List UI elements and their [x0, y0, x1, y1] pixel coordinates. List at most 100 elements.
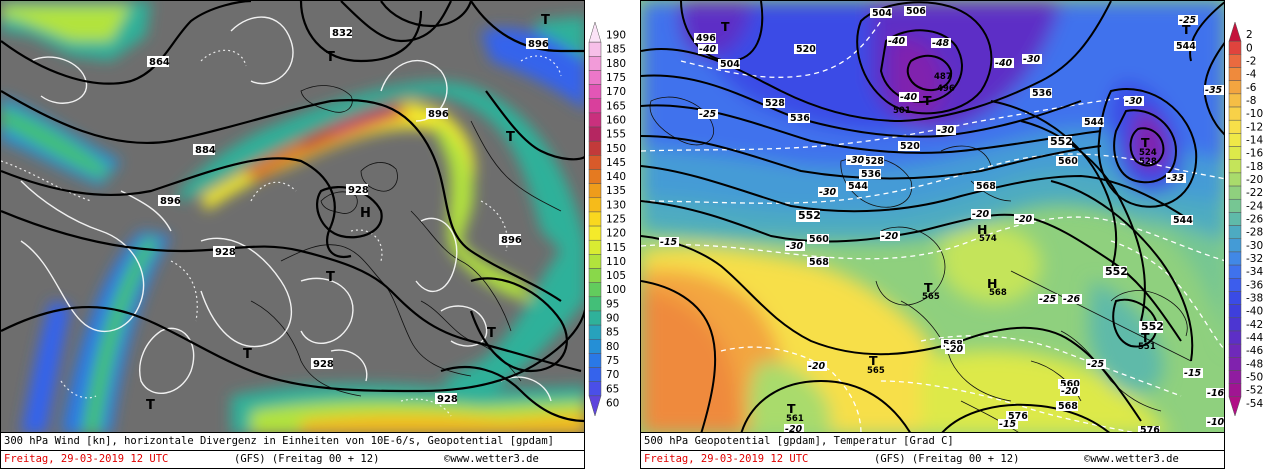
- temp-label: -20: [1015, 214, 1033, 225]
- temperature-labels: -48 -40 -40 -40 -40 -30 -30 -30 -30 -30 …: [659, 15, 1224, 432]
- wind-legend-tick-label: 150: [606, 143, 626, 155]
- label-896-d: 896: [501, 235, 522, 246]
- temp-legend-tick-label: -4: [1246, 69, 1257, 81]
- temp-label: -26: [1063, 294, 1081, 305]
- wind-legend-swatch: [588, 367, 602, 382]
- temp-label: -15: [999, 419, 1017, 430]
- temp-label: -33: [1167, 173, 1185, 184]
- label-552: 552: [1050, 135, 1073, 148]
- wind-legend-swatch: [588, 112, 602, 128]
- wind-legend-tick-label: 75: [606, 355, 619, 367]
- temp-label: -30: [1023, 54, 1041, 65]
- convergence-contours: [1, 49, 562, 417]
- geopotential-labels: 504 506 496 504 520 528 536 520 528 536 …: [694, 6, 1196, 432]
- trough-marker: T: [326, 50, 335, 65]
- label-896-c: 896: [160, 196, 181, 207]
- trough-marker: T: [1141, 135, 1150, 150]
- wind-legend-tick-label: 190: [606, 30, 626, 42]
- model-run: (GFS) (Freitag 00 + 12): [874, 453, 1020, 465]
- label-928-b: 928: [215, 247, 236, 258]
- wind-legend-swatch: [588, 225, 602, 241]
- temp-label: -15: [660, 237, 678, 248]
- temp-label: -30: [819, 187, 837, 198]
- wind-legend-tick-label: 135: [606, 185, 626, 197]
- trough-marker: T: [1141, 330, 1150, 345]
- wind-legend-tick-label: 60: [606, 397, 619, 409]
- temp-legend-tick-label: -46: [1246, 345, 1263, 357]
- temp-label: -35: [1205, 85, 1223, 96]
- temperature-legend: 2 0 -2 -4 -6 -8 -10 -12 -14 -16 -18 -20 -22 -24 -26 -28…: [1227, 18, 1280, 418]
- label-496: 496: [696, 33, 716, 44]
- center-value: 565: [922, 292, 940, 302]
- temp-legend-swatch: [1228, 278, 1242, 292]
- wind-legend-swatch: [588, 254, 602, 269]
- wind-legend-tick-label: 160: [606, 114, 626, 126]
- label-504: 504: [872, 8, 892, 19]
- center-values: 501 487 496 524 528 574 568 565 565 561 …: [786, 72, 1157, 424]
- wind-legend-tick-label: 105: [606, 270, 626, 282]
- wind-legend-tick-label: 165: [606, 100, 626, 112]
- wind-legend-tick-label: 125: [606, 214, 626, 226]
- label-928-d: 928: [437, 394, 458, 405]
- temp-label: -25: [1179, 15, 1197, 26]
- temp-label: -20: [946, 344, 964, 355]
- label-504: 504: [720, 59, 740, 70]
- trough-marker: T: [326, 270, 335, 285]
- label-928-c: 928: [313, 359, 334, 370]
- model-run: (GFS) (Freitag 00 + 12): [234, 453, 380, 465]
- trough-marker: T: [721, 19, 730, 34]
- temp-label: -20: [1061, 386, 1079, 397]
- geopotential-temperature-panel: 504 506 496 504 520 528 536 520 528 536 …: [640, 0, 1280, 469]
- temp-legend-swatch: [1228, 225, 1242, 240]
- center-value: 565: [867, 366, 885, 376]
- wind-legend-swatch: [588, 353, 602, 368]
- label-576: 576: [1008, 411, 1028, 422]
- temp-legend-swatch: [1228, 159, 1242, 174]
- label-544: 544: [1084, 117, 1104, 128]
- contour-labels: 832 864 896 896 896 896 884 928 928 928 …: [147, 27, 549, 405]
- valid-date: Freitag, 29-03-2019 12 UTC: [4, 453, 169, 465]
- temp-label: -40: [699, 44, 717, 55]
- temp-legend-swatch: [1228, 330, 1242, 345]
- wind-legend-tick-label: 130: [606, 199, 626, 211]
- wind-legend-tick-label: 120: [606, 228, 626, 240]
- pressure-centers: T T T T T T T H: [146, 13, 550, 413]
- wind-speed-legend: 190 185 180 175 170 165 160 155 150 145 140 135 130 1…: [587, 18, 640, 418]
- temp-legend-tick-label: -44: [1246, 332, 1263, 344]
- temp-legend-swatch: [1228, 21, 1242, 42]
- temp-legend-swatch: [1228, 67, 1242, 81]
- wind-legend-swatch: [588, 310, 602, 326]
- center-value: 487: [934, 72, 952, 82]
- temp-legend-swatch: [1228, 40, 1242, 55]
- wind-legend-swatch: [588, 324, 602, 340]
- label-884: 884: [195, 145, 216, 156]
- source-site: ©www.wetter3.de: [1084, 453, 1179, 465]
- high-marker: H: [987, 276, 997, 291]
- temp-legend-swatch: [1228, 198, 1242, 213]
- temp-legend-tick-label: -32: [1246, 253, 1263, 265]
- wind-legend-swatch: [588, 268, 602, 283]
- center-value: 568: [989, 288, 1007, 298]
- temp-legend-swatch: [1228, 291, 1242, 305]
- label-520: 520: [796, 44, 816, 55]
- label-544: 544: [848, 181, 868, 192]
- temp-label: -40: [900, 92, 918, 103]
- temp-label: -30: [937, 125, 955, 136]
- geopotential-contours: [1, 1, 584, 423]
- wind-legend-swatch: [588, 197, 602, 213]
- wind-legend-tick-label: 155: [606, 129, 626, 141]
- wind-legend-tick-label: 180: [606, 58, 626, 70]
- temp-label: -30: [1125, 96, 1143, 107]
- wind-legend-tick-label: 70: [606, 369, 619, 381]
- label-552: 552: [1141, 320, 1164, 333]
- wind-legend-swatch: [588, 296, 602, 312]
- center-value: 561: [786, 414, 804, 424]
- wind-legend-swatch: [588, 339, 602, 354]
- trough-marker: T: [923, 93, 932, 108]
- temp-legend-swatch: [1228, 343, 1242, 358]
- wind-legend-tick-label: 170: [606, 86, 626, 98]
- temp-legend-tick-label: 2: [1246, 29, 1253, 41]
- wind-legend-tick-label: 115: [606, 242, 626, 254]
- wind-map-dateline: Freitag, 29-03-2019 12 UTC (GFS) (Freita…: [0, 451, 585, 469]
- wind-legend-swatch: [588, 140, 602, 156]
